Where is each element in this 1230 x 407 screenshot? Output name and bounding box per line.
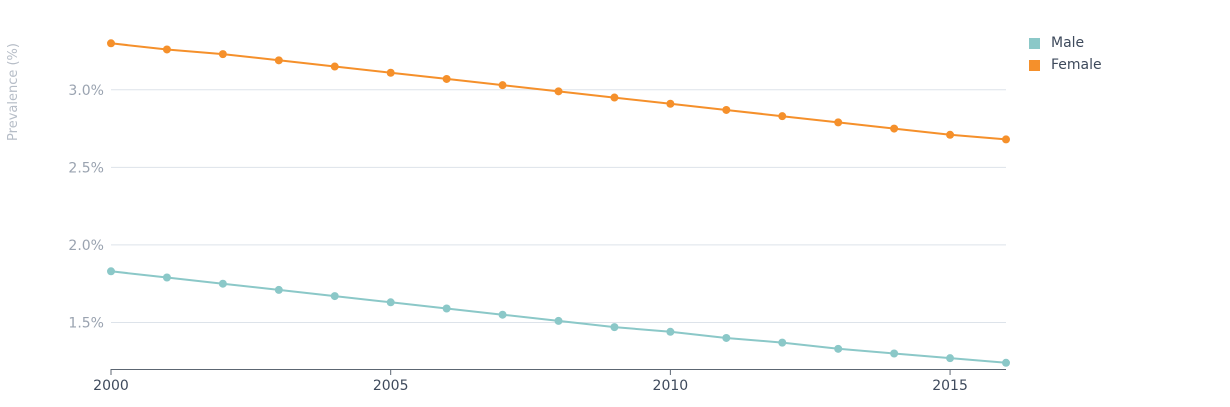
x-tick-label: 2000 bbox=[93, 378, 129, 394]
y-tick-label: 3.0% bbox=[68, 83, 104, 99]
data-point-female[interactable] bbox=[722, 105, 731, 114]
data-point-male[interactable] bbox=[610, 323, 619, 332]
data-point-male[interactable] bbox=[107, 267, 115, 276]
data-point-male[interactable] bbox=[274, 285, 283, 294]
legend-item-female[interactable]: Female bbox=[1029, 54, 1102, 76]
data-point-female[interactable] bbox=[834, 118, 843, 127]
series-group bbox=[107, 39, 1010, 367]
data-point-male[interactable] bbox=[162, 273, 171, 282]
data-point-female[interactable] bbox=[386, 68, 395, 77]
axes: 1.5% 2.0% 2.5% 3.0% 2000 2005 2010 2015 bbox=[68, 83, 1006, 394]
data-point-male[interactable] bbox=[1002, 358, 1010, 367]
data-point-male[interactable] bbox=[946, 354, 955, 363]
y-tick-label: 2.0% bbox=[68, 238, 104, 254]
data-point-male[interactable] bbox=[330, 292, 339, 301]
data-point-male[interactable] bbox=[722, 333, 731, 342]
legend-label-male: Male bbox=[1051, 35, 1085, 51]
data-point-male[interactable] bbox=[778, 338, 787, 347]
data-point-male[interactable] bbox=[554, 316, 563, 325]
x-tick-label: 2010 bbox=[653, 378, 689, 394]
legend: Male Female bbox=[1029, 32, 1102, 76]
data-point-male[interactable] bbox=[386, 298, 395, 307]
y-tick-label: 2.5% bbox=[68, 160, 104, 176]
data-point-female[interactable] bbox=[442, 74, 451, 83]
data-point-male[interactable] bbox=[834, 344, 843, 353]
data-point-female[interactable] bbox=[162, 45, 171, 54]
y-tick-label: 1.5% bbox=[68, 315, 104, 331]
data-point-male[interactable] bbox=[498, 310, 507, 319]
data-point-male[interactable] bbox=[666, 327, 675, 336]
legend-swatch-male bbox=[1029, 37, 1040, 49]
legend-item-male[interactable]: Male bbox=[1029, 32, 1102, 54]
data-point-female[interactable] bbox=[218, 50, 227, 59]
x-tick-label: 2015 bbox=[932, 378, 968, 394]
data-point-female[interactable] bbox=[107, 39, 115, 48]
data-point-female[interactable] bbox=[890, 124, 899, 133]
data-point-female[interactable] bbox=[1002, 135, 1010, 144]
data-point-female[interactable] bbox=[610, 93, 619, 102]
data-point-female[interactable] bbox=[666, 99, 675, 108]
data-point-female[interactable] bbox=[778, 112, 787, 121]
y-axis-title: Prevalence (%) bbox=[6, 43, 21, 141]
data-point-male[interactable] bbox=[218, 279, 227, 288]
y-axis-title-group: Prevalence (%) bbox=[6, 43, 21, 141]
legend-swatch-female bbox=[1029, 59, 1040, 71]
data-point-female[interactable] bbox=[498, 81, 507, 90]
gridlines bbox=[111, 89, 1006, 323]
legend-label-female: Female bbox=[1051, 57, 1102, 73]
data-point-female[interactable] bbox=[946, 130, 955, 139]
x-tick-label: 2005 bbox=[373, 378, 409, 394]
data-point-female[interactable] bbox=[554, 87, 563, 96]
data-point-female[interactable] bbox=[274, 56, 283, 65]
data-point-female[interactable] bbox=[330, 62, 339, 71]
data-point-male[interactable] bbox=[442, 304, 451, 313]
data-point-male[interactable] bbox=[890, 349, 899, 358]
